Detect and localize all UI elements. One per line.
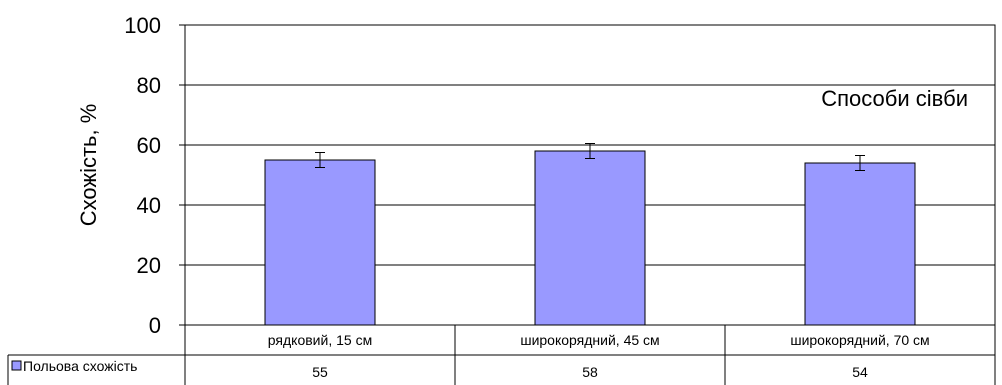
data-table: рядковий, 15 см 55 широкорядний, 45 см 58 ши…	[7, 325, 996, 385]
table-value: 54	[852, 364, 868, 380]
y-tick-label: 0	[149, 313, 161, 338]
error-bars	[315, 143, 865, 171]
y-tick-label: 40	[137, 193, 161, 218]
y-tick-label: 100	[124, 13, 161, 38]
chart-annotation: Способи сівби	[821, 86, 968, 111]
table-value: 58	[582, 364, 598, 380]
bars	[264, 150, 916, 326]
y-tick-label: 20	[137, 253, 161, 278]
legend-swatch	[11, 360, 22, 371]
y-tick-label: 60	[137, 133, 161, 158]
bar	[264, 159, 376, 326]
legend-label: Польова схожість	[23, 358, 137, 374]
y-tick-label: 80	[137, 73, 161, 98]
x-category-label: широкорядний, 70 см	[790, 332, 929, 348]
y-axis-label: Схожість, %	[76, 104, 101, 227]
x-category-label: рядковий, 15 см	[268, 332, 372, 348]
y-axis-ticks: 0 20 40 60 80 100	[124, 13, 185, 338]
bar	[804, 162, 916, 326]
bar	[534, 150, 646, 326]
x-category-label: широкорядний, 45 см	[520, 332, 659, 348]
table-value: 55	[312, 364, 328, 380]
